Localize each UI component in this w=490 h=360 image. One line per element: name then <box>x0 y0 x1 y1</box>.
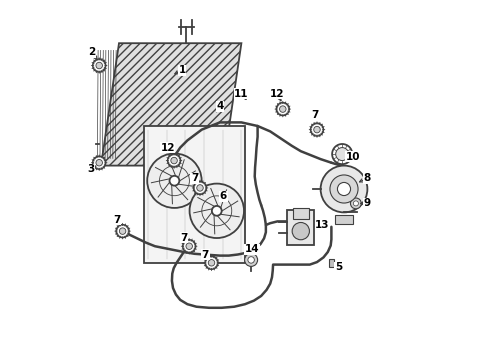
Text: 12: 12 <box>160 143 175 153</box>
Text: 7: 7 <box>191 173 198 183</box>
Text: 14: 14 <box>245 244 260 254</box>
Circle shape <box>205 256 218 269</box>
Bar <box>144 126 245 263</box>
Text: 4: 4 <box>216 101 223 111</box>
Circle shape <box>212 206 221 216</box>
Circle shape <box>93 59 106 72</box>
Circle shape <box>183 240 196 253</box>
Text: 12: 12 <box>270 89 285 99</box>
Circle shape <box>245 253 258 266</box>
Text: 5: 5 <box>335 262 342 272</box>
Circle shape <box>116 225 129 238</box>
Circle shape <box>353 201 358 206</box>
Circle shape <box>336 148 349 161</box>
Text: 11: 11 <box>234 89 248 99</box>
Circle shape <box>93 156 106 169</box>
Circle shape <box>96 159 102 166</box>
Polygon shape <box>101 43 242 166</box>
Text: 7: 7 <box>180 233 188 243</box>
Circle shape <box>170 176 179 186</box>
Bar <box>328 259 334 267</box>
Text: 7: 7 <box>202 249 209 260</box>
Circle shape <box>311 123 323 136</box>
Text: 7: 7 <box>312 110 319 120</box>
Text: 2: 2 <box>88 47 96 57</box>
Circle shape <box>208 260 215 266</box>
Circle shape <box>314 126 320 133</box>
Circle shape <box>276 103 289 116</box>
Circle shape <box>330 175 358 203</box>
Circle shape <box>320 166 368 212</box>
Circle shape <box>280 106 286 112</box>
Bar <box>293 208 309 219</box>
Circle shape <box>248 257 254 263</box>
Text: 7: 7 <box>114 215 121 225</box>
Text: 8: 8 <box>364 173 371 183</box>
Circle shape <box>147 153 202 208</box>
Bar <box>287 210 315 245</box>
Text: 10: 10 <box>346 152 360 162</box>
Text: 9: 9 <box>364 198 371 208</box>
Circle shape <box>96 62 102 69</box>
Text: 1: 1 <box>178 65 186 75</box>
Bar <box>335 215 353 224</box>
Text: 13: 13 <box>315 220 330 230</box>
Circle shape <box>292 222 310 240</box>
Circle shape <box>350 198 361 209</box>
Circle shape <box>171 157 177 164</box>
Text: 3: 3 <box>88 164 95 174</box>
Circle shape <box>194 181 206 194</box>
Circle shape <box>168 154 180 167</box>
Text: 6: 6 <box>220 191 227 201</box>
Circle shape <box>120 228 126 234</box>
Circle shape <box>338 183 350 195</box>
Circle shape <box>332 144 352 164</box>
Circle shape <box>186 243 193 249</box>
Circle shape <box>197 185 203 191</box>
Circle shape <box>190 184 244 238</box>
